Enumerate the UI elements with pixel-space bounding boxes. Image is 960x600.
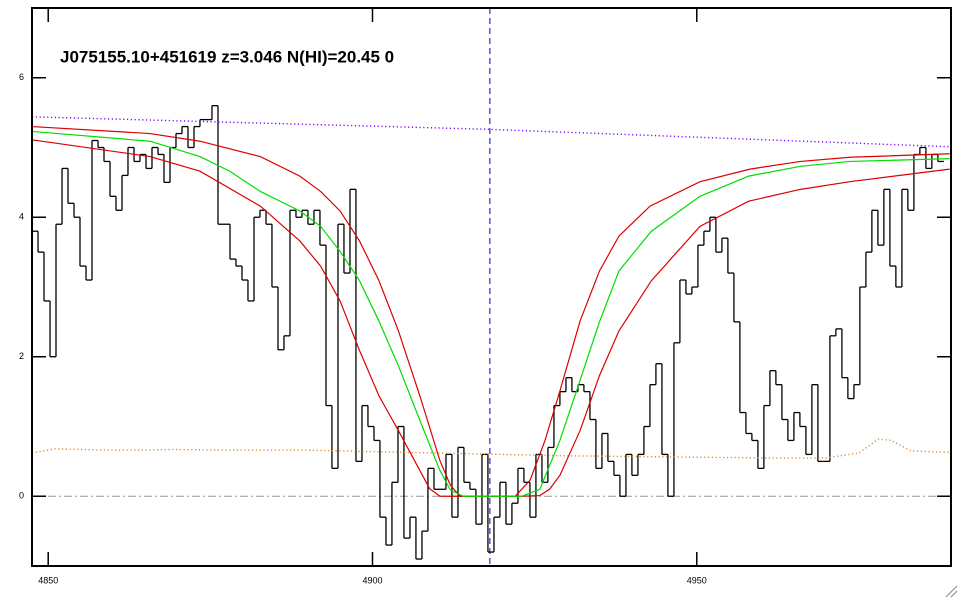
series-line <box>32 438 950 459</box>
x-tick-label: 4850 <box>38 575 58 585</box>
series-line <box>32 130 950 497</box>
frame <box>31 7 952 567</box>
y-tick-label: 4 <box>19 212 24 222</box>
y-tick-label: 2 <box>19 351 24 361</box>
y-tick-label: 0 <box>19 491 24 501</box>
y-tick-label: 6 <box>19 72 24 82</box>
chart-title: J075155.10+451619 z=3.046 N(HI)=20.45 0 <box>60 47 394 66</box>
series-line <box>32 125 950 497</box>
plot-area <box>32 8 951 566</box>
resize-grip <box>945 585 958 598</box>
x-tick-label: 4950 <box>687 575 707 585</box>
series-line <box>32 116 951 148</box>
x-tick-label: 4900 <box>362 575 382 585</box>
